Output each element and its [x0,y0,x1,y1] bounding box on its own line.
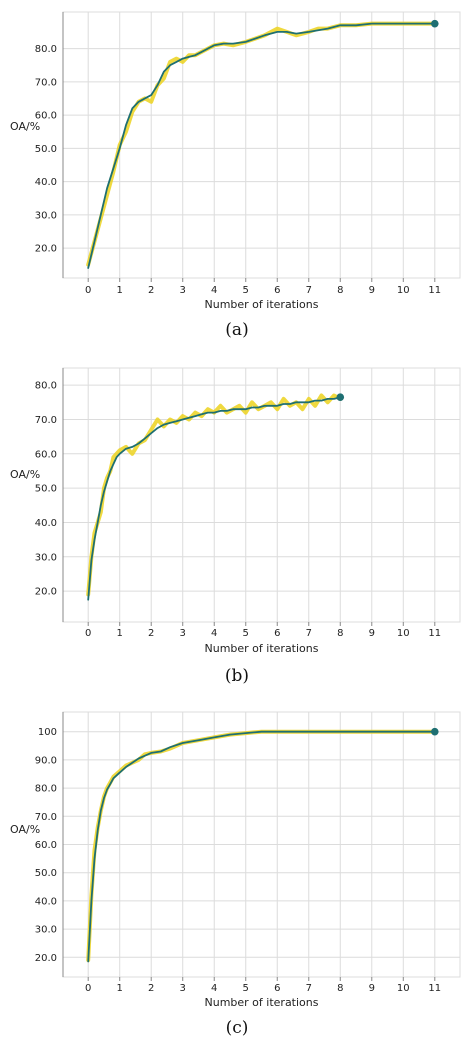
x-tick-label: 8 [337,983,343,994]
x-tick-label: 7 [306,628,312,639]
x-tick-label: 6 [274,983,280,994]
y-tick-label: 30.0 [35,552,57,563]
x-tick-label: 11 [428,285,441,296]
x-tick-label: 9 [369,983,375,994]
endpoint-marker [430,727,439,736]
x-tick-label: 9 [369,628,375,639]
y-tick-label: 40.0 [35,177,57,188]
y-axis-label: OA/% [10,120,40,133]
y-axis-label: OA/% [10,468,40,481]
y-tick-label: 80.0 [35,44,57,55]
y-tick-label: 70.0 [35,812,57,823]
plot-area [62,367,461,623]
x-tick-label: 7 [306,285,312,296]
y-tick-label: 30.0 [35,925,57,936]
x-tick-label: 2 [148,983,154,994]
x-tick-label: 11 [428,628,441,639]
y-tick-label: 20.0 [35,953,57,964]
y-tick-label: 20.0 [35,587,57,598]
x-tick-label: 5 [243,628,249,639]
plot-area [62,11,461,279]
y-tick-label: 40.0 [35,896,57,907]
x-tick-label: 4 [211,285,217,296]
y-tick-label: 60.0 [35,111,57,122]
x-tick-label: 10 [397,628,410,639]
y-tick-label: 40.0 [35,518,57,529]
x-tick-label: 3 [180,983,186,994]
y-tick-label: 80.0 [35,784,57,795]
endpoint-marker [430,19,439,28]
chart-panel-a: 0 1 2 3 4 5 6 7 8 9 10 11 20.0 30.0 40.0 50.0 60.0 70.0 80… [10,11,461,340]
x-tick-label: 1 [117,628,123,639]
x-axis-label: Number of iterations [205,996,319,1009]
x-tick-label: 0 [85,285,91,296]
y-tick-label: 70.0 [35,415,57,426]
panel-label: (b) [225,666,249,686]
x-tick-label: 10 [397,983,410,994]
y-tick-label: 80.0 [35,381,57,392]
x-tick-label: 1 [117,983,123,994]
x-tick-label: 7 [306,983,312,994]
y-tick-label: 50.0 [35,144,57,155]
x-tick-label: 5 [243,983,249,994]
y-tick-label: 70.0 [35,77,57,88]
x-tick-label: 1 [117,285,123,296]
x-tick-label: 4 [211,983,217,994]
y-tick-label: 30.0 [35,210,57,221]
chart-panel-b: 0 1 2 3 4 5 6 7 8 9 10 11 20.0 30.0 40.0 50.0 60.0 70.0 80… [10,367,461,686]
x-tick-label: 3 [180,285,186,296]
y-tick-label: 20.0 [35,244,57,255]
x-tick-label: 3 [180,628,186,639]
x-tick-label: 2 [148,285,154,296]
chart-panel-c: 0 1 2 3 4 5 6 7 8 9 10 11 20.0 30.0 40.0 50.0 60.0 70.0 80… [10,711,461,1038]
endpoint-marker [336,393,345,401]
x-tick-label: 8 [337,285,343,296]
x-axis-label: Number of iterations [205,642,319,655]
x-tick-label: 0 [85,628,91,639]
x-tick-label: 11 [428,983,441,994]
y-tick-label: 60.0 [35,449,57,460]
x-tick-label: 6 [274,285,280,296]
y-tick-label: 100 [38,727,57,738]
y-tick-label: 50.0 [35,484,57,495]
x-tick-label: 2 [148,628,154,639]
y-tick-label: 50.0 [35,868,57,879]
x-tick-label: 6 [274,628,280,639]
y-tick-label: 90.0 [35,755,57,766]
x-tick-label: 10 [397,285,410,296]
x-tick-label: 5 [243,285,249,296]
x-tick-label: 9 [369,285,375,296]
x-tick-label: 0 [85,983,91,994]
smoothed-series-line [87,730,436,963]
x-tick-label: 4 [211,628,217,639]
panel-label: (a) [225,320,248,340]
x-axis-label: Number of iterations [205,298,319,311]
y-axis-label: OA/% [10,823,40,836]
x-tick-label: 8 [337,628,343,639]
panel-label: (c) [226,1018,249,1038]
smoothed-series-line [87,396,342,601]
y-tick-label: 60.0 [35,840,57,851]
smoothed-series-line [87,22,436,269]
